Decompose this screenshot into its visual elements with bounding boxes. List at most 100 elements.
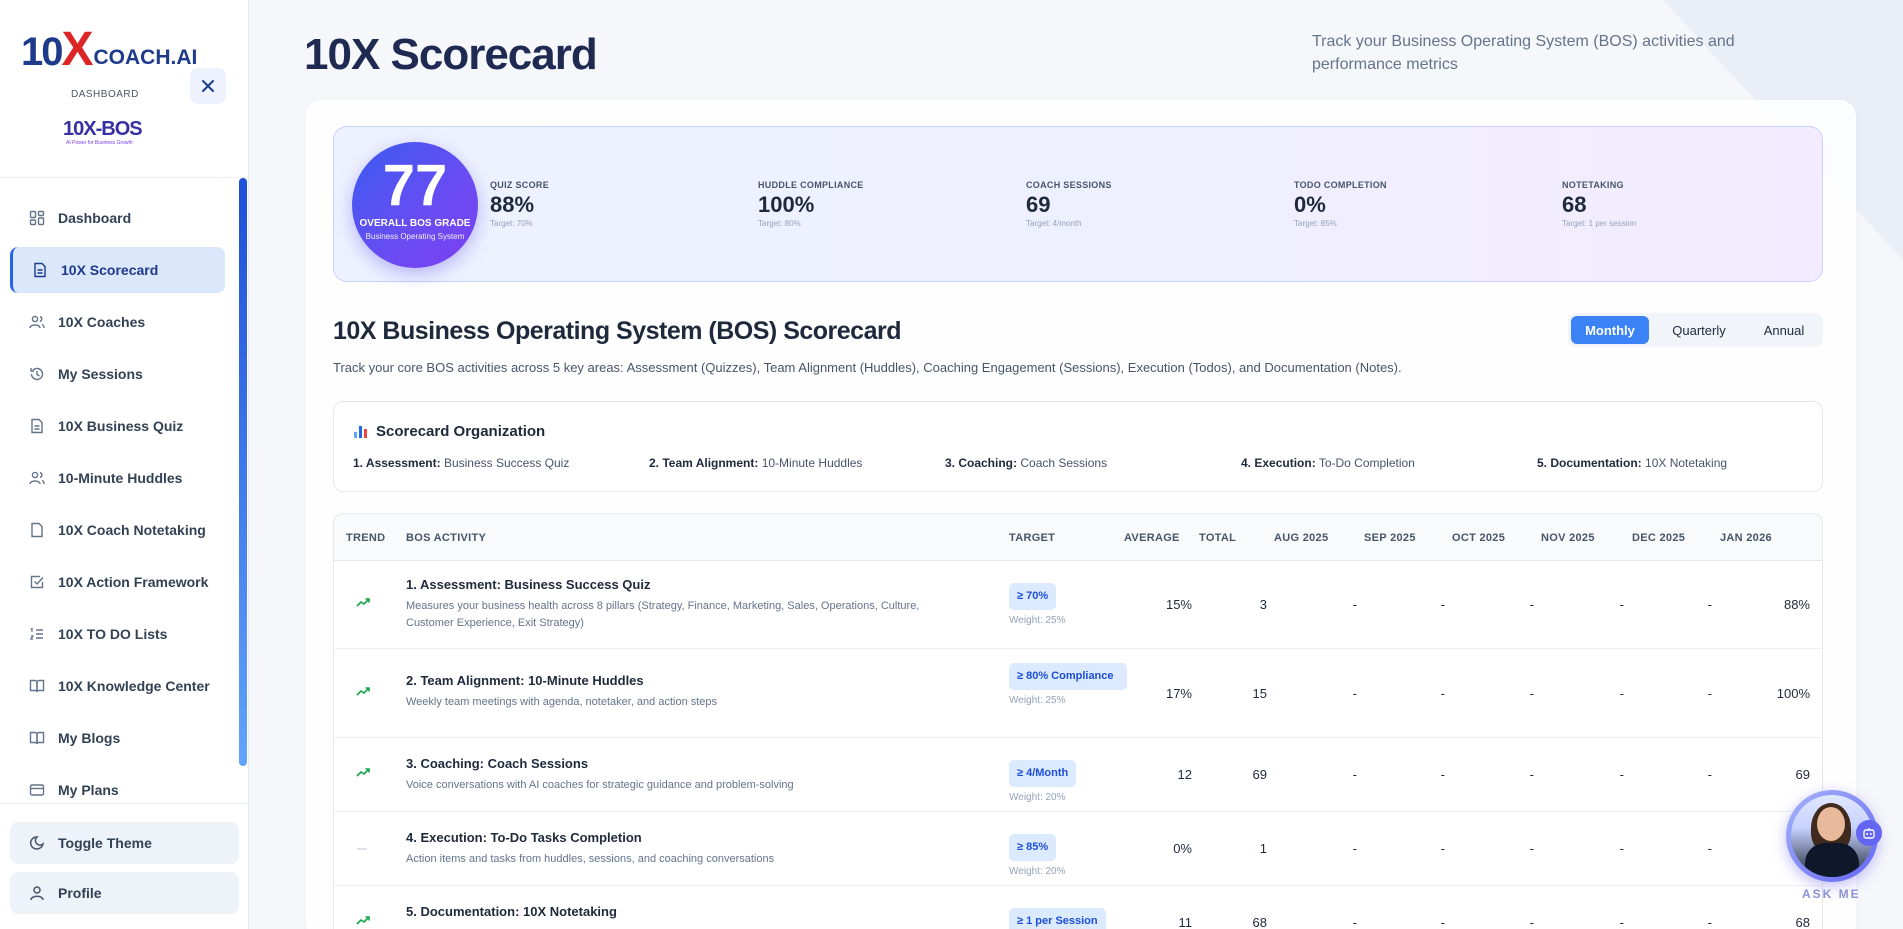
activity-cell: 2. Team Alignment: 10-Minute Huddles Week…	[406, 673, 966, 711]
table-row[interactable]: 1. Assessment: Business Success Quiz Meas…	[334, 561, 1822, 649]
metric-coach-sessions: COACH SESSIONS 69 Target: 4/month	[1026, 180, 1112, 228]
column-header-trend[interactable]: TREND	[346, 531, 386, 544]
period-monthly-button[interactable]: Monthly	[1571, 316, 1649, 344]
target-weight: Weight: 20%	[1009, 866, 1066, 877]
scorecard-title: 10X Business Operating System (BOS) Scor…	[333, 317, 902, 345]
profile-button[interactable]: Profile	[10, 872, 239, 914]
table-row[interactable]: 2. Team Alignment: 10-Minute Huddles Week…	[334, 649, 1822, 738]
column-header-sep-2025[interactable]: SEP 2025	[1364, 531, 1416, 544]
bos-logo: 10X-BOS	[63, 118, 143, 140]
sidebar-item-10x-business-quiz[interactable]: 10X Business Quiz	[10, 403, 225, 449]
period-toggle: Monthly Quarterly Annual	[1568, 313, 1823, 347]
organization-item-key: 5. Documentation:	[1537, 456, 1642, 470]
users-icon	[28, 469, 46, 487]
column-header-nov-2025[interactable]: NOV 2025	[1541, 531, 1595, 544]
target-cell: ≥ 1 per Session	[1009, 908, 1106, 929]
column-header-target[interactable]: TARGET	[1009, 531, 1056, 544]
month-cell: -	[1707, 685, 1712, 701]
column-header-jan-2026[interactable]: JAN 2026	[1720, 531, 1772, 544]
sidebar-item-label: 10X Business Quiz	[58, 418, 184, 434]
sidebar-item-10x-coach-notetaking[interactable]: 10X Coach Notetaking	[10, 507, 225, 553]
activity-description: Weekly team meetings with agenda, noteta…	[406, 696, 718, 708]
organization-item-value: 10X Notetaking	[1645, 456, 1728, 470]
target-weight: Weight: 20%	[1009, 792, 1066, 803]
overall-grade-circle: 77 OVERALL BOS GRADE Business Operating …	[352, 142, 478, 268]
sidebar-item-label: 10X Action Framework	[58, 574, 209, 590]
month-cell: -	[1440, 767, 1445, 782]
users-icon	[28, 313, 46, 331]
metric-todo-completion: TODO COMPLETION 0% Target: 85%	[1294, 180, 1387, 228]
scorecard-description: Track your core BOS activities across 5 …	[333, 360, 1402, 375]
activity-cell: 3. Coaching: Coach Sessions Voice convers…	[406, 756, 966, 794]
sidebar-item-label: My Sessions	[58, 366, 143, 382]
close-sidebar-button[interactable]	[190, 68, 226, 104]
target-cell: ≥ 85% Weight: 20%	[1009, 834, 1066, 877]
logo-x: X	[61, 23, 94, 76]
month-cell: -	[1707, 597, 1712, 612]
column-header-dec-2025[interactable]: DEC 2025	[1632, 531, 1686, 544]
month-cell: 68	[1795, 915, 1810, 929]
total-cell: 15	[1252, 685, 1267, 701]
average-cell: 11	[1178, 915, 1193, 929]
logo-coach: COACH.AI	[93, 46, 198, 69]
table-row[interactable]: 5. Documentation: 10X Notetaking ≥ 1 per …	[334, 886, 1822, 929]
organization-item-value: 10-Minute Huddles	[761, 456, 863, 470]
trend-up-icon	[356, 684, 370, 699]
column-header-bos-activity[interactable]: BOS ACTIVITY	[406, 531, 487, 544]
month-cell: -	[1529, 597, 1534, 612]
month-cell: -	[1352, 841, 1357, 856]
month-cell: -	[1440, 685, 1445, 701]
bos-tagline: AI Power for Business Growth	[66, 140, 133, 146]
scorecard-organization: Scorecard Organization 1. Assessment: Bu…	[333, 401, 1823, 492]
metric-target: Target: 4/month	[1026, 219, 1082, 228]
sidebar-item-10x-to-do-lists[interactable]: 10X TO DO Lists	[10, 611, 225, 657]
sidebar-item-label: 10X Coaches	[58, 314, 146, 330]
column-header-oct-2025[interactable]: OCT 2025	[1452, 531, 1506, 544]
trend-flat-icon	[356, 839, 368, 854]
month-cell: -	[1619, 915, 1624, 929]
month-cell: -	[1529, 841, 1534, 856]
total-cell: 1	[1259, 841, 1267, 856]
sidebar-item-10x-knowledge-center[interactable]: 10X Knowledge Center	[10, 663, 225, 709]
total-cell: 3	[1259, 597, 1267, 612]
average-cell: 0%	[1173, 841, 1192, 856]
sidebar-item-my-sessions[interactable]: My Sessions	[10, 351, 225, 397]
column-header-total[interactable]: TOTAL	[1199, 531, 1237, 544]
sidebar-item-label: 10-Minute Huddles	[58, 470, 183, 486]
month-cell: -	[1440, 597, 1445, 612]
activity-title: 5. Documentation: 10X Notetaking	[406, 904, 617, 919]
sidebar-item-my-blogs[interactable]: My Blogs	[10, 715, 225, 761]
target-weight: Weight: 25%	[1009, 695, 1066, 706]
organization-item-key: 3. Coaching:	[945, 456, 1018, 470]
metric-target: Target: 80%	[758, 219, 801, 228]
target-cell: ≥ 70% Weight: 25%	[1009, 583, 1066, 626]
brand-logo[interactable]: 10 X COACH.AI	[21, 23, 198, 76]
sidebar-item-dashboard[interactable]: Dashboard	[10, 195, 225, 241]
month-cell: 100%	[1776, 685, 1810, 701]
toggle-theme-button[interactable]: Toggle Theme	[10, 822, 239, 864]
table-row[interactable]: 3. Coaching: Coach Sessions Voice convers…	[334, 738, 1822, 812]
main-content: 10X Scorecard Track your Business Operat…	[250, 0, 1903, 929]
period-quarterly-button[interactable]: Quarterly	[1672, 322, 1726, 338]
ask-me-assistant-button[interactable]	[1786, 790, 1882, 882]
month-cell: 88%	[1783, 597, 1810, 612]
sidebar-item-10-minute-huddles[interactable]: 10-Minute Huddles	[10, 455, 225, 501]
sidebar-item-10x-scorecard[interactable]: 10X Scorecard	[10, 247, 225, 293]
sidebar-item-my-plans[interactable]: My Plans	[10, 767, 225, 813]
organization-item: 1. Assessment: Business Success Quiz	[353, 456, 569, 470]
robot-icon	[1856, 820, 1882, 846]
sidebar-scrollbar[interactable]	[239, 178, 247, 766]
table-row[interactable]: 4. Execution: To-Do Tasks Completion Acti…	[334, 812, 1822, 886]
metric-value: 69	[1026, 192, 1051, 217]
month-cell: -	[1619, 597, 1624, 612]
column-header-average[interactable]: AVERAGE	[1124, 531, 1180, 544]
period-annual-button[interactable]: Annual	[1763, 322, 1805, 338]
column-header-aug-2025[interactable]: AUG 2025	[1274, 531, 1329, 544]
sidebar-item-10x-action-framework[interactable]: 10X Action Framework	[10, 559, 225, 605]
sidebar-item-10x-coaches[interactable]: 10X Coaches	[10, 299, 225, 345]
organization-item-value: Coach Sessions	[1020, 456, 1108, 470]
average-cell: 12	[1177, 767, 1192, 782]
table-header: TREND BOS ACTIVITY TARGET AVERAGE TOTAL AUG 2…	[334, 514, 1822, 561]
month-cell: -	[1440, 915, 1445, 929]
metric-value: 68	[1562, 192, 1587, 217]
